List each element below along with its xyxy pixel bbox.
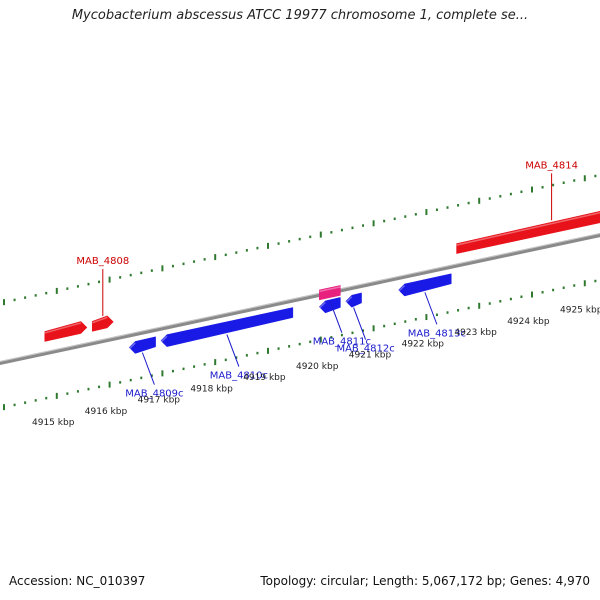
gene-label-leader [353, 307, 367, 340]
chromosome-backbone [0, 232, 600, 366]
gene-label-leader [226, 334, 240, 367]
scale-label: 4922 kbp [402, 339, 445, 349]
gene-arrow-mab_4811c_a[interactable] [318, 297, 341, 314]
gene-arrow-sheen [160, 335, 168, 343]
gene-arrow-mab_4808[interactable] [44, 321, 88, 342]
scale-label: 4915 kbp [32, 418, 75, 428]
gene-arrow-sheen [91, 316, 108, 324]
gene-labels: MAB_4808MAB_4809cMAB_4810cMAB_4811cMAB_4… [76, 160, 578, 399]
topology-summary: Topology: circular; Length: 5,067,172 bp… [260, 574, 590, 588]
gene-arrow-mab_4813c[interactable] [398, 273, 452, 297]
gene-label-mab_4812c[interactable]: MAB_4812c [336, 344, 394, 355]
scale-label: 4916 kbp [85, 407, 128, 417]
gene-arrow-sheen [397, 284, 406, 293]
gene-arrow-sheen [345, 296, 353, 304]
accession-text: Accession: NC_010397 [9, 574, 146, 588]
map-title: Mycobacterium abscessus ATCC 19977 chrom… [71, 8, 529, 23]
gene-arrow-mab_4808[interactable] [91, 315, 114, 332]
gene-arrow-sheen [128, 342, 136, 350]
backbone-highlight [0, 233, 600, 363]
gene-label-mab_4814[interactable]: MAB_4814 [525, 160, 578, 171]
gene-arrow-mab_4810c[interactable] [160, 307, 294, 347]
gene-features[interactable] [44, 202, 600, 354]
gene-label-mab_4810c[interactable]: MAB_4810c [210, 371, 268, 382]
gene-arrow-sheen [456, 211, 600, 246]
scale-label: 4923 kbp [454, 328, 497, 338]
reverse-strand-ticks [3, 279, 597, 411]
scale-label: 4919 kbp [243, 373, 286, 383]
gene-arrow-mab_4814[interactable] [456, 202, 600, 254]
gene-arrow-sheen [44, 322, 82, 334]
gene-label-leader [424, 292, 438, 325]
scale-labels: 4915 kbp 4916 kbp 4917 kbp 4918 kbp 4919 kbp… [32, 306, 600, 429]
gene-label-mab_4811c[interactable]: MAB_4811c [313, 337, 371, 348]
gene-label-mab_4813c[interactable]: MAB_4813c [408, 328, 466, 339]
forward-strand-ticks [3, 174, 597, 306]
gene-label-leader [141, 352, 155, 385]
scale-label: 4917 kbp [138, 396, 181, 406]
scale-label: 4921 kbp [349, 351, 392, 361]
gene-label-mab_4808[interactable]: MAB_4808 [76, 256, 129, 267]
gene-label-mab_4809c[interactable]: MAB_4809c [125, 389, 183, 400]
gene-arrow-mab_4811c[interactable] [319, 285, 341, 301]
scale-label: 4918 kbp [190, 384, 233, 394]
gene-arrow-mab_4809c[interactable] [128, 336, 156, 354]
scale-label: 4924 kbp [507, 317, 550, 327]
gene-arrow-sheen [318, 301, 326, 309]
backbone-line [0, 232, 600, 366]
scale-label: 4920 kbp [296, 362, 339, 372]
gene-arrow-mab_4812c[interactable] [345, 292, 362, 308]
scale-label: 4925 kbp [560, 306, 600, 316]
gene-label-leader [329, 300, 343, 333]
gene-arrow-sheen [319, 286, 341, 293]
